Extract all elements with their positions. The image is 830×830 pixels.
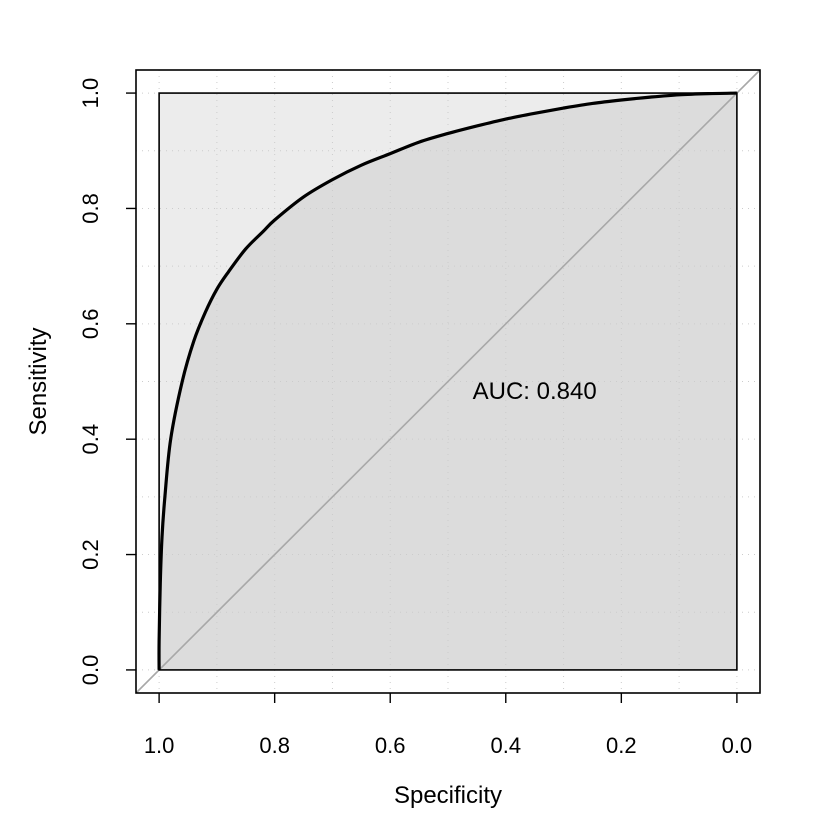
y-axis-title: Sensitivity	[25, 327, 52, 435]
x-tick-label: 0.0	[722, 733, 753, 758]
x-tick-label: 1.0	[144, 733, 175, 758]
x-tick-label: 0.4	[490, 733, 521, 758]
plot-frame	[135, 69, 761, 694]
chance-diagonal	[135, 69, 761, 694]
y-axis: 0.0 0.2 0.4 0.6 0.8 1.0	[78, 78, 136, 685]
y-tick-label: 0.8	[78, 193, 103, 224]
y-tick-label: 0.6	[78, 309, 103, 340]
y-tick-label: 1.0	[78, 78, 103, 109]
x-axis: 1.0 0.8 0.6 0.4 0.2 0.0	[144, 693, 752, 758]
auc-annotation: AUC: 0.840	[473, 378, 597, 405]
x-axis-title: Specificity	[394, 782, 502, 809]
x-tick-label: 0.2	[606, 733, 637, 758]
roc-curve	[157, 91, 737, 670]
y-tick-label: 0.4	[78, 424, 103, 455]
x-tick-label: 0.8	[259, 733, 290, 758]
y-tick-label: 0.2	[78, 539, 103, 570]
unit-square-outline	[158, 92, 738, 671]
x-tick-label: 0.6	[375, 733, 406, 758]
y-tick-label: 0.0	[78, 655, 103, 686]
